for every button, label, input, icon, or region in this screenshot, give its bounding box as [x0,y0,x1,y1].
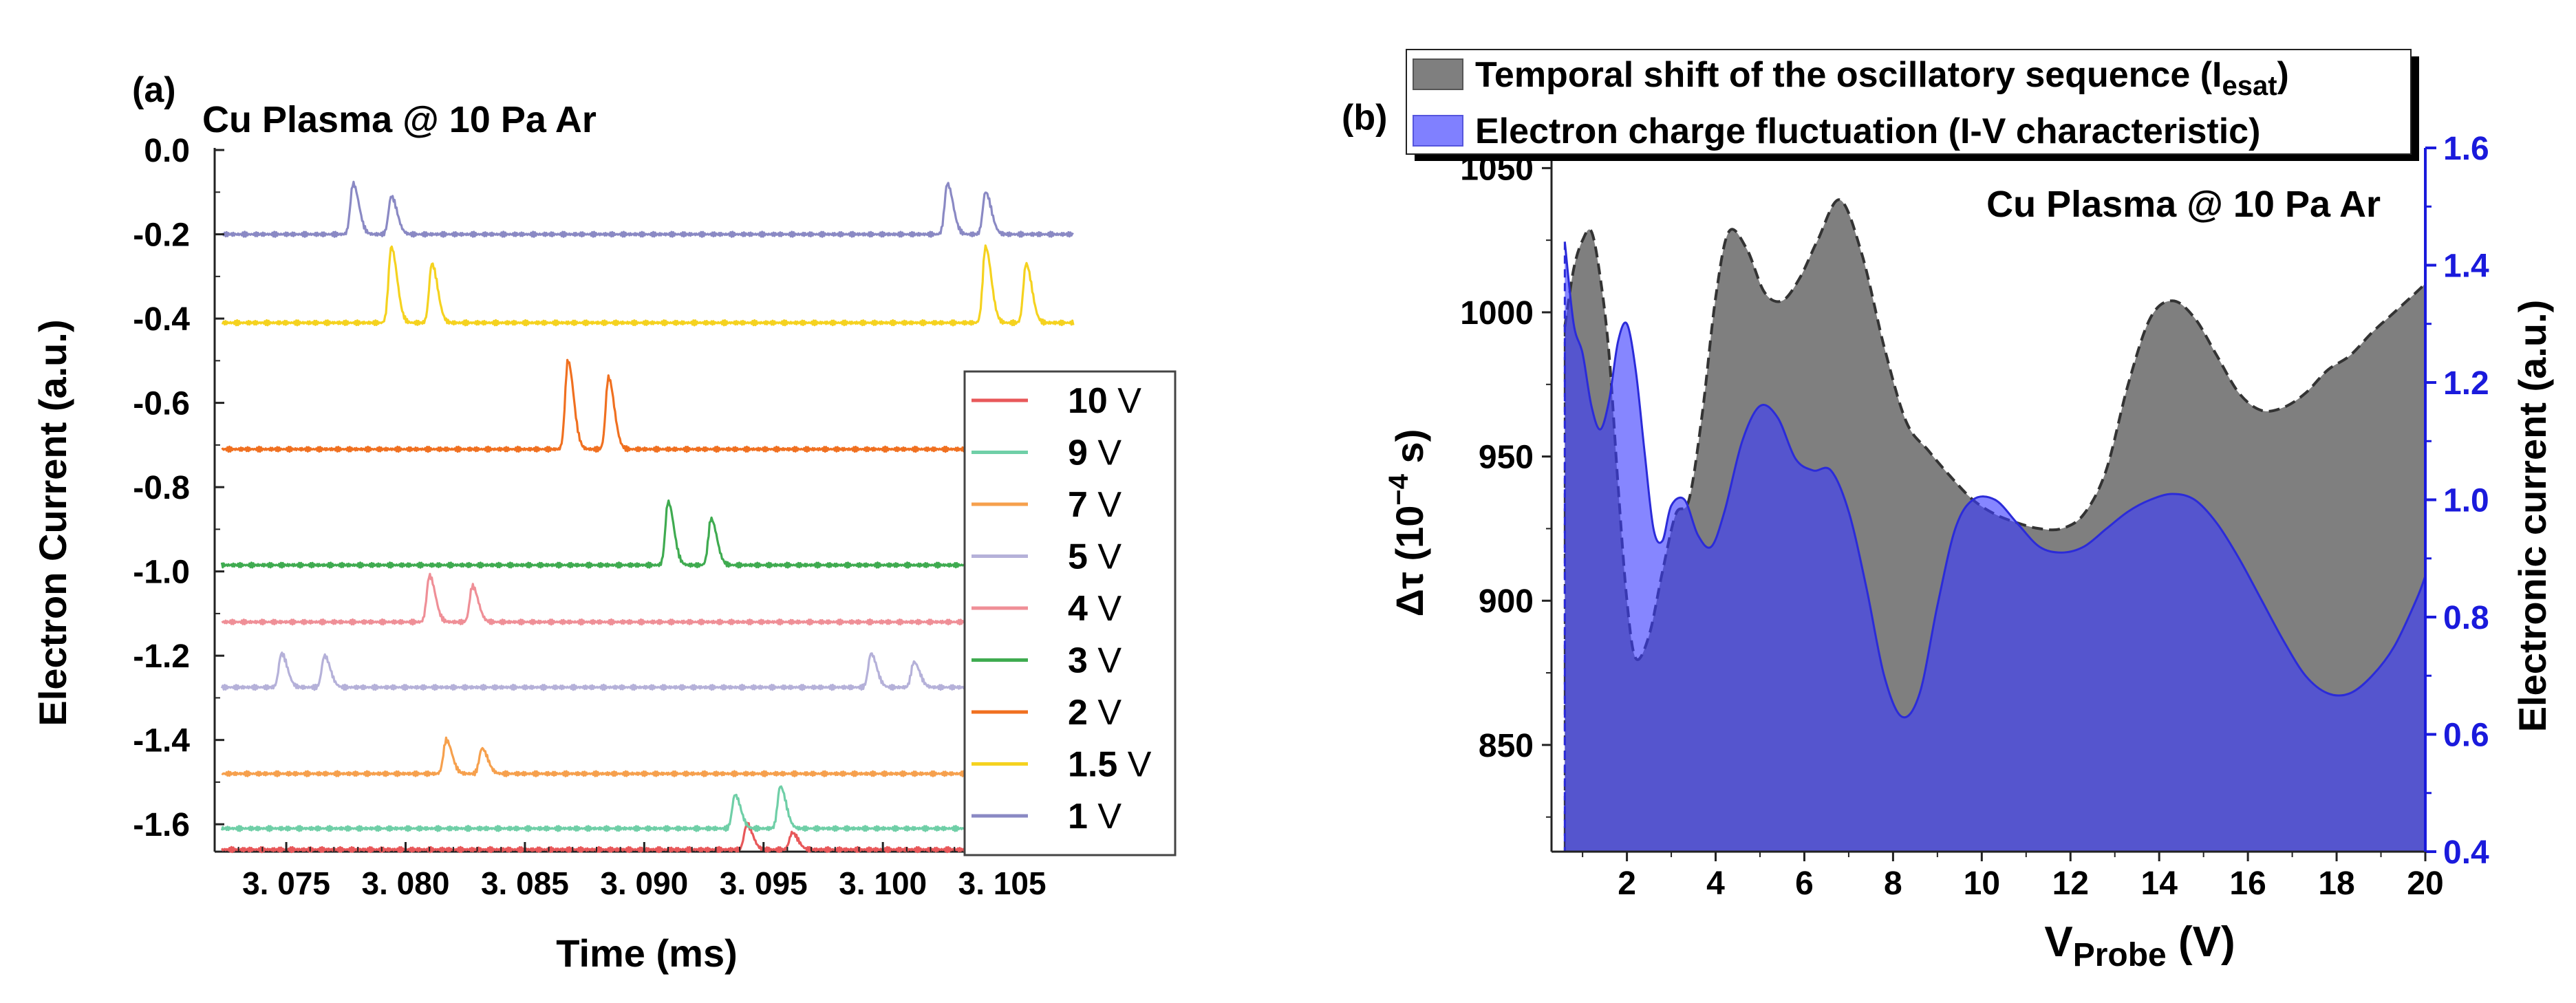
panel-a-x-axis-label: Time (ms) [556,931,737,975]
panel-a-y-tick-label: -0.2 [133,217,190,254]
panel-b-right-tick-label: 1.0 [2443,483,2489,519]
x-axis-label-main: V [2044,918,2072,966]
panel-b-legend: Temporal shift of the oscillatory sequen… [1406,49,2419,161]
panel-b-label: (b) [1342,98,1387,138]
series-line-7v [221,736,1075,777]
panel-b-legend-box [1406,49,2412,155]
panel-a-legend [963,370,1177,856]
panel-b-x-tick-label: 10 [1964,865,2000,902]
legend-label-3v: 3 V [1068,641,1121,681]
panel-b-x-tick-label: 18 [2318,865,2354,902]
panel-a-y-tick-label: -1.4 [133,723,190,759]
panel-a: (a) Cu Plasma @ 10 Pa Ar Time (ms) Elect… [31,70,1177,975]
panel-b-right-tick-label: 1.6 [2443,131,2489,167]
panel-b-x-axis-label: VProbe (V) [2044,918,2235,973]
legend-label-1-5v: 1.5 V [1068,745,1152,785]
left-y-axis-label-unit: s) [1388,429,1431,474]
panel-b-right-tick-label: 1.4 [2443,248,2489,285]
panel-b-title: Cu Plasma @ 10 Pa Ar [1986,184,2381,225]
area-electron-charge [1565,241,2425,852]
panel-b-x-tick-label: 14 [2141,865,2178,902]
series-line-2v [221,358,1075,453]
panel-b-x-tick-label: 20 [2407,865,2443,902]
panel-b-x-tick-label: 16 [2229,865,2266,902]
panel-a-y-tick-label: 0.0 [144,133,190,169]
legend-label-9v: 9 V [1068,433,1121,473]
panel-a-series [220,180,1075,854]
legend-label-10v: 10 V [1068,381,1141,421]
x-axis-label-subscript: Probe [2073,937,2167,973]
legend-temporal-shift-subscript: esat [2222,71,2277,101]
panel-a-axes [213,148,1086,853]
panel-a-x-tick-label: 3. 090 [600,865,688,901]
left-y-axis-label-superscript: −4 [1384,473,1414,505]
legend-label-1v: 1 V [1068,797,1121,837]
panel-b-x-tick-label: 6 [1795,865,1814,902]
legend-swatch-temporal-shift [1413,58,1463,90]
series-line-4v [221,572,1074,626]
series-line-1v [222,180,1074,238]
panel-a-title: Cu Plasma @ 10 Pa Ar [202,99,597,140]
legend-swatch-electron-charge [1413,115,1463,147]
panel-b-left-y-axis-label: Δτ (10−4 s) [1384,429,1431,617]
series-line-5v [220,651,1075,691]
panel-b-right-tick-label: 0.4 [2443,834,2489,871]
panel-a-y-tick-label: -1.6 [133,807,190,843]
panel-a-legend-entries: 10 V 9 V 7 V 5 V 4 V 3 V 2 V 1.5 V 1 V [972,381,1152,837]
legend-label-4v: 4 V [1068,589,1121,629]
panel-b-x-tick-label: 2 [1618,865,1636,902]
panel-a-y-axis-label: Electron Current (a.u.) [31,319,74,726]
panel-a-y-tick-label: -0.4 [133,301,190,338]
panel-b-right-tick-label: 0.6 [2443,718,2489,754]
legend-temporal-shift-suffix: ) [2277,55,2289,95]
panel-b-x-tick-label: 8 [1884,865,1902,902]
panel-a-x-tick-label: 3. 095 [720,865,808,901]
panel-b-series [1563,198,2427,852]
panel-a-label: (a) [132,70,176,110]
panel-a-y-tick-label: -1.0 [133,554,190,591]
series-line-9v [220,785,1075,832]
panel-a-x-tick-label: 3. 100 [839,865,927,901]
legend-label-temporal-shift: Temporal shift of the oscillatory sequen… [1475,55,2289,101]
left-y-axis-label-main: Δτ (10 [1388,506,1431,617]
panel-b-left-tick-label: 950 [1479,440,1534,476]
panel-a-x-tick-label: 3. 085 [481,865,569,901]
series-line-10v [220,821,1075,854]
panel-a-x-tick-label: 3. 075 [242,865,330,901]
panel-a-y-tick-label: -0.8 [133,470,190,506]
panel-b-right-y-axis-label: Electronic current (a.u.) [2511,300,2554,733]
panel-a-y-tick-label: -0.6 [133,386,190,422]
series-line-1-5v [221,244,1075,327]
series-line-3v [220,499,1075,569]
legend-label-electron-charge: Electron charge fluctuation (I-V charact… [1475,111,2260,151]
panel-b: (b) 850900950100010500.40.60.81.01.21.41… [1342,49,2554,973]
legend-temporal-shift-main: Temporal shift of the oscillatory sequen… [1475,55,2222,95]
panel-a-y-tick-label: -1.2 [133,638,190,675]
panel-b-left-tick-label: 1000 [1460,295,1534,332]
panel-b-x-tick-label: 4 [1706,865,1725,902]
panel-a-x-tick-label: 3. 105 [958,865,1046,901]
panel-b-right-tick-label: 0.8 [2443,600,2489,636]
legend-label-2v: 2 V [1068,693,1121,733]
panel-b-left-tick-label: 900 [1479,583,1534,620]
panel-b-left-tick-label: 850 [1479,728,1534,764]
line-electron-charge [1563,241,2427,719]
x-axis-label-unit: (V) [2167,918,2235,966]
legend-label-5v: 5 V [1068,537,1121,577]
panel-a-x-tick-label: 3. 080 [362,865,450,901]
panel-b-right-tick-label: 1.2 [2443,365,2489,402]
panel-a-ticks: 0.0 -0.2 -0.4 -0.6 -0.8 -1.0 -1.2 -1.4 -1.6 3. 07… [133,133,1075,901]
panel-b-x-tick-label: 12 [2052,865,2089,902]
legend-label-7v: 7 V [1068,485,1121,525]
